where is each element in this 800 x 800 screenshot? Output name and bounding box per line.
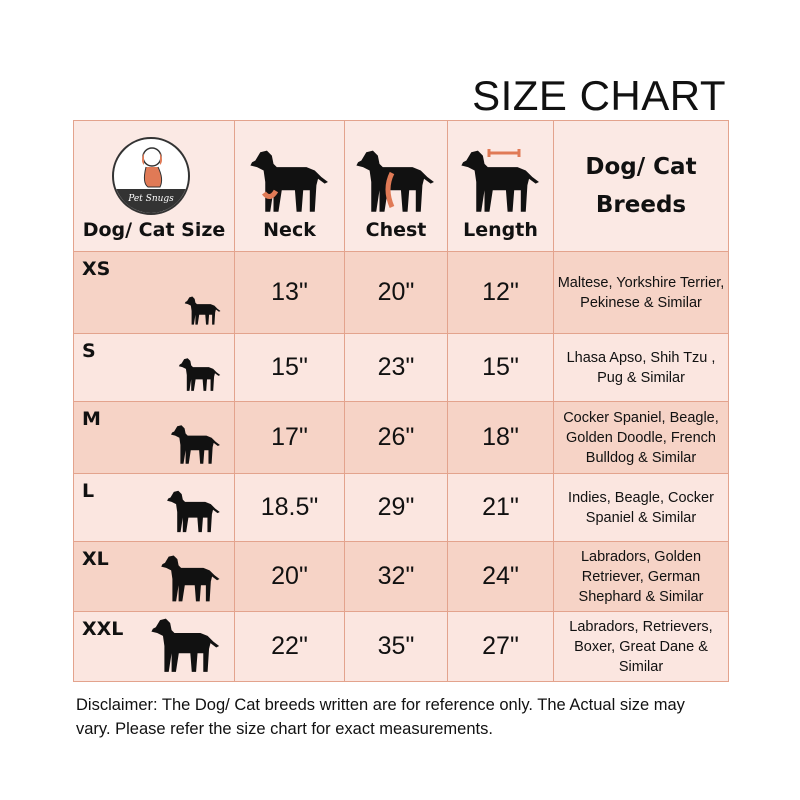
header-size: Pet Snugs Dog/ Cat Size (73, 120, 235, 252)
page-title: SIZE CHART (472, 72, 726, 119)
chest-value: 35" (344, 611, 448, 682)
header-neck: Neck (234, 120, 345, 252)
chest-value: 23" (344, 333, 448, 402)
table-row: XXL 22" 35" 27" Labradors, Retrievers, B… (73, 611, 729, 682)
size-label: L (82, 480, 95, 502)
sitting-dog-icon (142, 147, 163, 188)
size-label: M (82, 408, 101, 430)
neck-value: 15" (234, 333, 345, 402)
table-row: S 15" 23" 15" Lhasa Apso, Shih Tzu , Pug… (73, 333, 729, 402)
header-size-label: Dog/ Cat Size (82, 219, 226, 241)
chest-value: 20" (344, 251, 448, 334)
table-row: XS 13" 20" 12" Maltese, Yorkshire Terrie… (73, 251, 729, 334)
dog-length-measure-icon (459, 149, 543, 215)
breeds-value: Labradors, Golden Retriever, German Shep… (553, 541, 729, 612)
breeds-value: Maltese, Yorkshire Terrier, Pekinese & S… (553, 251, 729, 334)
table-row: M 17" 26" 18" Cocker Spaniel, Beagle, Go… (73, 401, 729, 474)
shih-tzu-icon (178, 355, 222, 395)
size-label: XS (82, 258, 111, 280)
dog-neck-measure-icon (248, 149, 332, 215)
table-row: XL 20" 32" 24" Labradors, Golden Retriev… (73, 541, 729, 612)
beagle-icon (166, 489, 222, 535)
size-chart-table: Pet Snugs Dog/ Cat Size Neck Chest Lengt… (73, 120, 729, 682)
neck-value: 20" (234, 541, 345, 612)
disclaimer: Disclaimer: The Dog/ Cat breeds written … (76, 696, 685, 738)
logo-text: Pet Snugs (114, 189, 188, 213)
length-value: 21" (447, 473, 554, 542)
labrador-icon (160, 553, 222, 605)
breeds-value: Labradors, Retrievers, Boxer, Great Dane… (553, 611, 729, 682)
header-breeds: Dog/ Cat Breeds (553, 120, 729, 252)
neck-value: 13" (234, 251, 345, 334)
neck-value: 18.5" (234, 473, 345, 542)
chest-value: 26" (344, 401, 448, 474)
breeds-value: Cocker Spaniel, Beagle, Golden Doodle, F… (553, 401, 729, 474)
header-length-label: Length (463, 219, 538, 241)
size-label: XL (82, 548, 109, 570)
header-length: Length (447, 120, 554, 252)
size-label: XXL (82, 618, 124, 640)
bulldog-icon (170, 423, 222, 467)
length-value: 24" (447, 541, 554, 612)
table-row: L 18.5" 29" 21" Indies, Beagle, Cocker S… (73, 473, 729, 542)
breeds-value: Lhasa Apso, Shih Tzu , Pug & Similar (553, 333, 729, 402)
size-label: S (82, 340, 96, 362)
chest-value: 32" (344, 541, 448, 612)
breeds-value: Indies, Beagle, Cocker Spaniel & Similar (553, 473, 729, 542)
header-chest-label: Chest (365, 219, 427, 241)
great-dane-icon (150, 617, 222, 675)
dog-chest-measure-icon (354, 149, 438, 215)
header-neck-label: Neck (263, 219, 316, 241)
header-breeds-line2: Breeds (595, 192, 687, 218)
terrier-icon (184, 295, 222, 327)
header-breeds-line1: Dog/ Cat (585, 154, 697, 180)
length-value: 18" (447, 401, 554, 474)
length-value: 15" (447, 333, 554, 402)
neck-value: 22" (234, 611, 345, 682)
pet-snugs-logo: Pet Snugs (112, 137, 190, 215)
length-value: 12" (447, 251, 554, 334)
neck-value: 17" (234, 401, 345, 474)
header-row: Pet Snugs Dog/ Cat Size Neck Chest Lengt… (73, 120, 729, 252)
header-chest: Chest (344, 120, 448, 252)
chest-value: 29" (344, 473, 448, 542)
length-value: 27" (447, 611, 554, 682)
